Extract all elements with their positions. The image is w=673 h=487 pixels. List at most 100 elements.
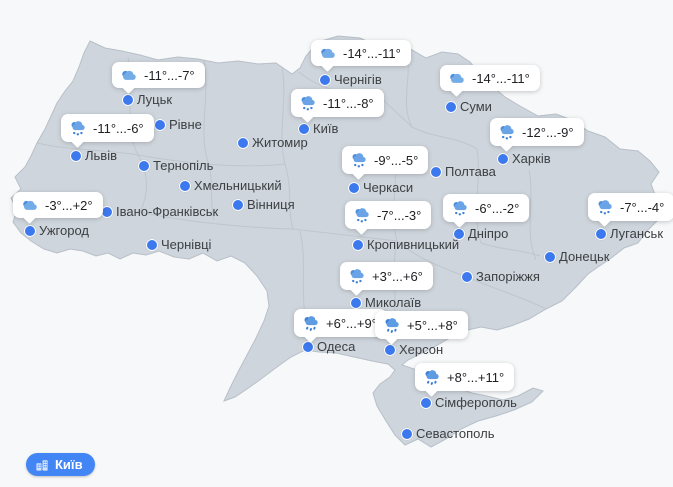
city-dot[interactable] [138, 160, 150, 172]
cloud-snow-icon [299, 94, 317, 112]
cloud-snow-icon [451, 199, 469, 217]
city-dot[interactable] [420, 397, 432, 409]
cloud-snow-icon [69, 119, 87, 137]
city-label: Запоріжжя [476, 269, 540, 284]
temperature-range: -11°...-7° [144, 67, 195, 83]
cloud-snow-icon [596, 198, 614, 216]
city-label: Кропивницький [367, 237, 460, 252]
city-label: Чернігів [334, 72, 382, 87]
city-dot[interactable] [384, 344, 396, 356]
city-dot[interactable] [497, 153, 509, 165]
city-dot[interactable] [154, 119, 166, 131]
weather-badge[interactable]: +3°...+6° [340, 262, 433, 290]
city-dot[interactable] [430, 166, 442, 178]
temperature-range: -7°...-3° [377, 207, 422, 223]
city-label: Севастополь [416, 426, 495, 441]
city-dot[interactable] [101, 206, 113, 218]
city-dot[interactable] [461, 271, 473, 283]
city-dot[interactable] [445, 101, 457, 113]
temperature-range: +6°...+9° [326, 315, 377, 331]
cloud-icon [319, 45, 337, 61]
city-dot[interactable] [348, 182, 360, 194]
city-label: Дніпро [468, 226, 509, 241]
city-buildings-icon [35, 458, 49, 472]
city-dot[interactable] [401, 428, 413, 440]
cloud-rain-icon [423, 368, 441, 386]
city-dot[interactable] [146, 239, 158, 251]
city-label: Черкаси [363, 180, 414, 195]
city-label: Вінниця [247, 197, 295, 212]
city-dot[interactable] [352, 239, 364, 251]
city-label: Івано-Франківськ [116, 204, 219, 219]
temperature-range: -12°...-9° [522, 124, 574, 140]
city-dot[interactable] [24, 225, 36, 237]
city-label: Ужгород [39, 223, 89, 238]
cloud-snow-icon [498, 123, 516, 141]
city-label: Донецьк [559, 249, 610, 264]
city-label: Хмельницький [194, 178, 282, 193]
city-label: Суми [460, 99, 492, 114]
weather-badge[interactable]: -12°...-9° [490, 118, 584, 146]
city-dot[interactable] [122, 94, 134, 106]
city-label: Полтава [445, 164, 496, 179]
temperature-range: -3°...+2° [45, 197, 93, 213]
city-label: Луганськ [610, 226, 664, 241]
temperature-range: -14°...-11° [472, 70, 530, 86]
city-dot[interactable] [302, 341, 314, 353]
temperature-range: -7°...-4° [620, 199, 665, 215]
city-label: Одеса [317, 339, 356, 354]
cloud-snow-icon [353, 206, 371, 224]
weather-badge[interactable]: +6°...+9° [294, 309, 387, 337]
city-dot[interactable] [237, 137, 249, 149]
weather-badge[interactable]: -7°...-4° [588, 193, 673, 221]
weather-badge[interactable]: -14°...-11° [311, 40, 411, 66]
weather-badge[interactable]: -11°...-6° [61, 114, 154, 142]
city-dot[interactable] [298, 123, 310, 135]
city-dot[interactable] [179, 180, 191, 192]
city-label: Луцьк [137, 92, 173, 107]
city-dot[interactable] [70, 150, 82, 162]
cloud-icon [21, 197, 39, 213]
temperature-range: -9°...-5° [374, 152, 419, 168]
temperature-range: -11°...-8° [323, 95, 374, 111]
cloud-rain-icon [302, 314, 320, 332]
temperature-range: -14°...-11° [343, 45, 401, 61]
city-dot[interactable] [453, 228, 465, 240]
temperature-range: +8°...+11° [447, 369, 505, 385]
city-label: Херсон [399, 342, 444, 357]
city-label: Тернопіль [153, 158, 214, 173]
city-label: Львів [85, 148, 118, 163]
temperature-range: +5°...+8° [407, 317, 458, 333]
weather-badge[interactable]: +8°...+11° [415, 363, 515, 391]
weather-badge[interactable]: -7°...-3° [345, 201, 432, 229]
city-label: Житомир [252, 135, 308, 150]
weather-badge[interactable]: -3°...+2° [13, 192, 103, 218]
city-dot[interactable] [595, 228, 607, 240]
city-label: Чернівці [161, 237, 212, 252]
temperature-range: +3°...+6° [372, 268, 423, 284]
weather-badge[interactable]: -6°...-2° [443, 194, 530, 222]
cloud-snow-icon [350, 151, 368, 169]
city-label: Київ [313, 121, 339, 136]
weather-badge[interactable]: -9°...-5° [342, 146, 429, 174]
city-label: Харків [512, 151, 551, 166]
weather-badge[interactable]: -11°...-8° [291, 89, 384, 117]
weather-badge[interactable]: -14°...-11° [440, 65, 540, 91]
city-dot[interactable] [350, 297, 362, 309]
weather-badge[interactable]: -11°...-7° [112, 62, 205, 88]
city-label: Рівне [169, 117, 202, 132]
city-dot[interactable] [232, 199, 244, 211]
cloud-snow-icon [348, 267, 366, 285]
city-dot[interactable] [319, 74, 331, 86]
cloud-rain-icon [383, 316, 401, 334]
cloud-icon [120, 67, 138, 83]
selected-city-chip[interactable]: Київ [26, 453, 95, 476]
temperature-range: -6°...-2° [475, 200, 520, 216]
temperature-range: -11°...-6° [93, 120, 144, 136]
weather-badge[interactable]: +5°...+8° [375, 311, 468, 339]
city-dot[interactable] [544, 251, 556, 263]
city-label: Миколаїв [365, 295, 422, 310]
cloud-icon [448, 70, 466, 86]
selected-city-label: Київ [55, 457, 83, 472]
